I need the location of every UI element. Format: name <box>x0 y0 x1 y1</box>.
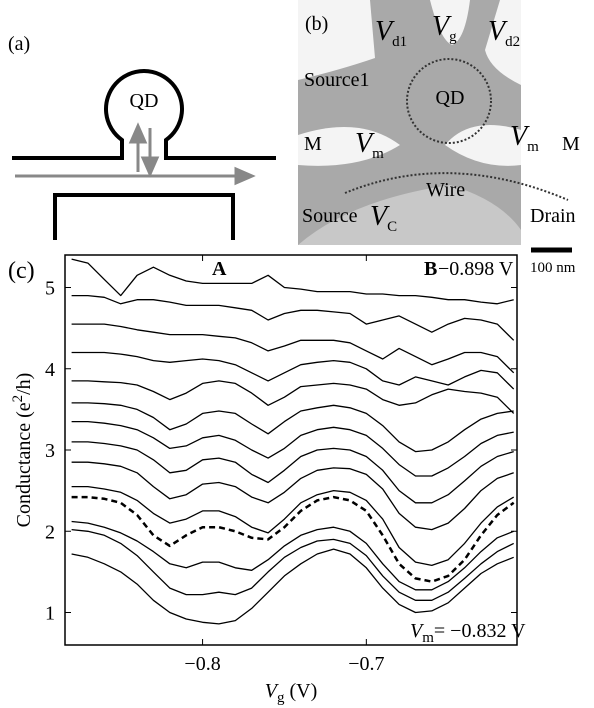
curve <box>71 420 514 477</box>
qd-label: QD <box>130 90 159 112</box>
gate-label: Vd2 <box>488 16 520 50</box>
annotation: −0.898 V <box>438 258 514 280</box>
region-label: M <box>562 133 580 155</box>
panel-label: (b) <box>305 13 328 35</box>
panel-b: (b) Vd1 Vg Vd2 Source1 QD M M Vm Vm Wire… <box>298 0 580 276</box>
axis-subscript: g <box>277 690 285 706</box>
curve <box>71 380 515 414</box>
dot-boundary <box>406 58 492 144</box>
scale-label: 100 nm <box>530 260 576 276</box>
dot-outline <box>12 69 276 160</box>
curve <box>71 323 515 374</box>
curve <box>71 258 514 305</box>
y-tick-label: 3 <box>45 440 55 462</box>
gate-subscript: d2 <box>505 34 520 50</box>
x-tick-label: −0.7 <box>348 653 384 675</box>
curve <box>71 441 514 504</box>
gate-symbol: V <box>370 201 390 232</box>
region-label: Wire <box>426 179 465 201</box>
curve <box>71 548 514 625</box>
gate-subscript: C <box>387 219 397 235</box>
gate-label: VC <box>370 201 397 235</box>
qd-label: QD <box>436 87 465 109</box>
wire-path <box>344 172 569 201</box>
region-label: Source <box>302 205 358 227</box>
gate-label: Vg <box>432 11 457 45</box>
arrows <box>15 122 256 186</box>
curve <box>71 402 514 453</box>
panel-label: (a) <box>8 33 30 55</box>
gate-symbol: V <box>510 121 530 152</box>
annotation-text: = −0.832 V <box>434 620 526 642</box>
panel-a: (a) QD <box>8 33 276 240</box>
gate-symbol: V <box>375 16 395 47</box>
annotation-symbol: V <box>410 620 425 642</box>
annotation-subscript: m <box>422 630 434 646</box>
axis-symbol: V <box>265 680 280 702</box>
y-tick-label: 4 <box>45 359 55 381</box>
gate-label: Vd1 <box>375 16 407 50</box>
panel-label: (c) <box>8 258 35 284</box>
axis-superscript: 2 <box>10 395 26 403</box>
gate-subscript: d1 <box>392 34 407 50</box>
gate-subscript: m <box>527 139 539 155</box>
axis-text: /h) <box>13 373 35 395</box>
x-axis-label: Vg (V) <box>265 680 317 706</box>
annotation: Vm= −0.832 V <box>410 620 526 646</box>
gates <box>298 0 521 245</box>
gate-symbol: V <box>355 128 375 159</box>
region-label: M <box>304 133 322 155</box>
curve <box>71 294 515 341</box>
curve <box>71 495 515 583</box>
curve <box>71 485 515 567</box>
x-tick-label: −0.8 <box>184 653 220 675</box>
gate-subscript: m <box>372 146 384 162</box>
annotation: B <box>424 258 437 280</box>
gate-symbol: V <box>432 11 452 42</box>
gate-symbol: V <box>488 16 508 47</box>
gate-subscript: g <box>449 29 457 45</box>
axis-unit: (V) <box>284 680 317 702</box>
y-tick-label: 2 <box>45 521 55 543</box>
plot-frame <box>64 254 518 646</box>
region-label: Drain <box>530 205 576 227</box>
axis-text: Conductance (e <box>13 402 35 527</box>
y-tick-label: 1 <box>45 603 55 625</box>
curve <box>71 351 515 390</box>
annotation: A <box>212 258 227 280</box>
gate-label: Vm <box>355 128 384 162</box>
curve <box>71 461 514 531</box>
curve <box>71 528 514 601</box>
gate-label: Vm <box>510 121 539 155</box>
gate-outline <box>53 193 235 240</box>
y-tick-label: 5 <box>45 278 55 300</box>
region-label: Source1 <box>304 69 370 91</box>
y-axis-label: Conductance (e2/h) <box>10 373 35 528</box>
curve <box>71 520 514 591</box>
